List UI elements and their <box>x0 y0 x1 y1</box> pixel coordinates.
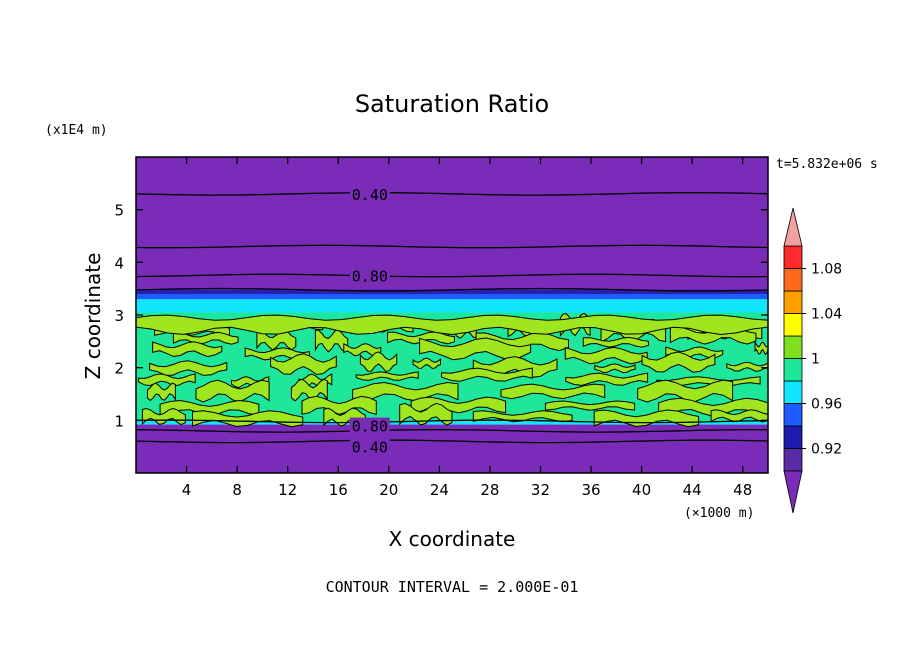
supersaturated-patch <box>565 372 649 386</box>
time-label: t=5.832e+06 s <box>776 157 878 172</box>
x-tick-label: 48 <box>733 481 752 499</box>
colorbar-tick-label: 0.96 <box>811 397 842 413</box>
y-scale-note: (x1E4 m) <box>45 123 108 138</box>
supersaturated-patch <box>355 371 419 381</box>
contour-line <box>135 429 768 433</box>
supersaturated-patch <box>149 360 228 376</box>
supersaturated-patch <box>256 329 297 351</box>
colorbar-swatch <box>783 245 803 269</box>
contour-interval-note: CONTOUR INTERVAL = 2.000E-01 <box>326 578 579 596</box>
colorbar-tick-label: 1.08 <box>811 262 842 278</box>
supersaturated-patch <box>195 379 270 403</box>
colorbar-swatch <box>783 448 803 472</box>
supersaturated-patch <box>387 331 455 345</box>
x-tick-label: 24 <box>430 481 449 499</box>
x-scale-note: (×1000 m) <box>684 506 754 521</box>
supersaturated-patch <box>301 395 377 416</box>
supersaturated-patch <box>152 341 223 358</box>
contour-line <box>135 273 769 278</box>
contour-line <box>135 419 769 424</box>
supersaturated-patch <box>637 379 734 403</box>
profile-band <box>136 424 768 473</box>
y-axis-label: Z coordinate <box>81 253 105 380</box>
profile-band <box>136 157 768 292</box>
x-tick-label: 4 <box>182 481 192 499</box>
contour-label-bg <box>349 438 390 455</box>
colorbar-swatch <box>783 403 803 427</box>
y-tick-label: 3 <box>114 307 124 325</box>
supersaturated-patch <box>544 400 636 411</box>
y-tick-label: 5 <box>114 202 124 220</box>
supersaturated-patch <box>656 376 761 387</box>
supersaturated-patch <box>147 382 176 402</box>
supersaturated-patch <box>270 353 337 376</box>
x-tick-label: 44 <box>683 481 702 499</box>
contour-line <box>135 439 769 444</box>
colorbar-swatch <box>783 425 803 449</box>
inversion-band <box>136 289 768 294</box>
supersaturated-patch <box>472 410 573 423</box>
x-tick-label: 12 <box>278 481 297 499</box>
colorbar-swatch <box>783 358 803 382</box>
y-tick-label: 1 <box>114 412 124 430</box>
supersaturated-patch <box>359 351 398 373</box>
x-tick-label: 32 <box>531 481 550 499</box>
colorbar-swatch <box>783 290 803 314</box>
inversion-band <box>136 293 768 300</box>
contour-label-bg <box>349 185 390 202</box>
colorbar-swatch <box>783 313 803 337</box>
colorbar-tick-label: 1.04 <box>811 307 842 323</box>
supersaturated-patch <box>594 363 636 374</box>
contour-line <box>135 192 769 196</box>
supersaturated-patch <box>419 337 532 361</box>
contour-field <box>136 157 768 473</box>
supersaturated-patch <box>343 342 382 357</box>
contour-line <box>135 287 769 292</box>
x-tick-label: 28 <box>480 481 499 499</box>
supersaturated-patch <box>500 383 606 400</box>
contour-line <box>135 244 769 249</box>
colorbar-under-triangle <box>783 470 803 514</box>
colorbar-over-triangle <box>783 207 803 247</box>
x-axis-label: X coordinate <box>389 527 516 551</box>
contour-label-bg <box>349 417 390 434</box>
plot-frame <box>135 156 769 474</box>
x-tick-label: 36 <box>581 481 600 499</box>
supersaturated-patch <box>172 331 239 345</box>
supersaturated-patch <box>441 367 533 382</box>
inversion-band <box>136 299 768 313</box>
supersaturated-patch <box>352 381 459 402</box>
supersaturated-patch <box>192 410 304 428</box>
colorbar-tick-label: 0.92 <box>811 442 842 458</box>
colorbar-swatch <box>783 380 803 404</box>
supersaturated-patch <box>412 357 441 370</box>
contour-label: 0.80 <box>352 268 388 286</box>
y-tick-label: 2 <box>114 360 124 378</box>
contour-label-bg <box>349 267 390 284</box>
y-tick-label: 4 <box>114 254 124 272</box>
contour-label: 0.80 <box>352 418 388 436</box>
supersaturated-patch <box>582 336 649 348</box>
contour-label: 0.40 <box>352 186 388 204</box>
x-tick-label: 40 <box>632 481 651 499</box>
contour-lines: 0.40 0.80 0.80 0.40 <box>135 185 769 457</box>
x-tick-label: 16 <box>329 481 348 499</box>
colorbar-swatch <box>783 268 803 292</box>
colorbar-swatch <box>783 335 803 359</box>
contour-label: 0.40 <box>352 439 388 457</box>
chart-title: Saturation Ratio <box>355 90 549 118</box>
colorbar-tick-label: 1 <box>811 352 820 368</box>
x-tick-label: 8 <box>232 481 242 499</box>
supersaturated-patch <box>641 351 716 373</box>
colorbar: 0.92 0.96 1 1.04 1.08 <box>783 207 842 514</box>
x-tick-label: 20 <box>379 481 398 499</box>
supersaturated-patch <box>399 402 453 426</box>
